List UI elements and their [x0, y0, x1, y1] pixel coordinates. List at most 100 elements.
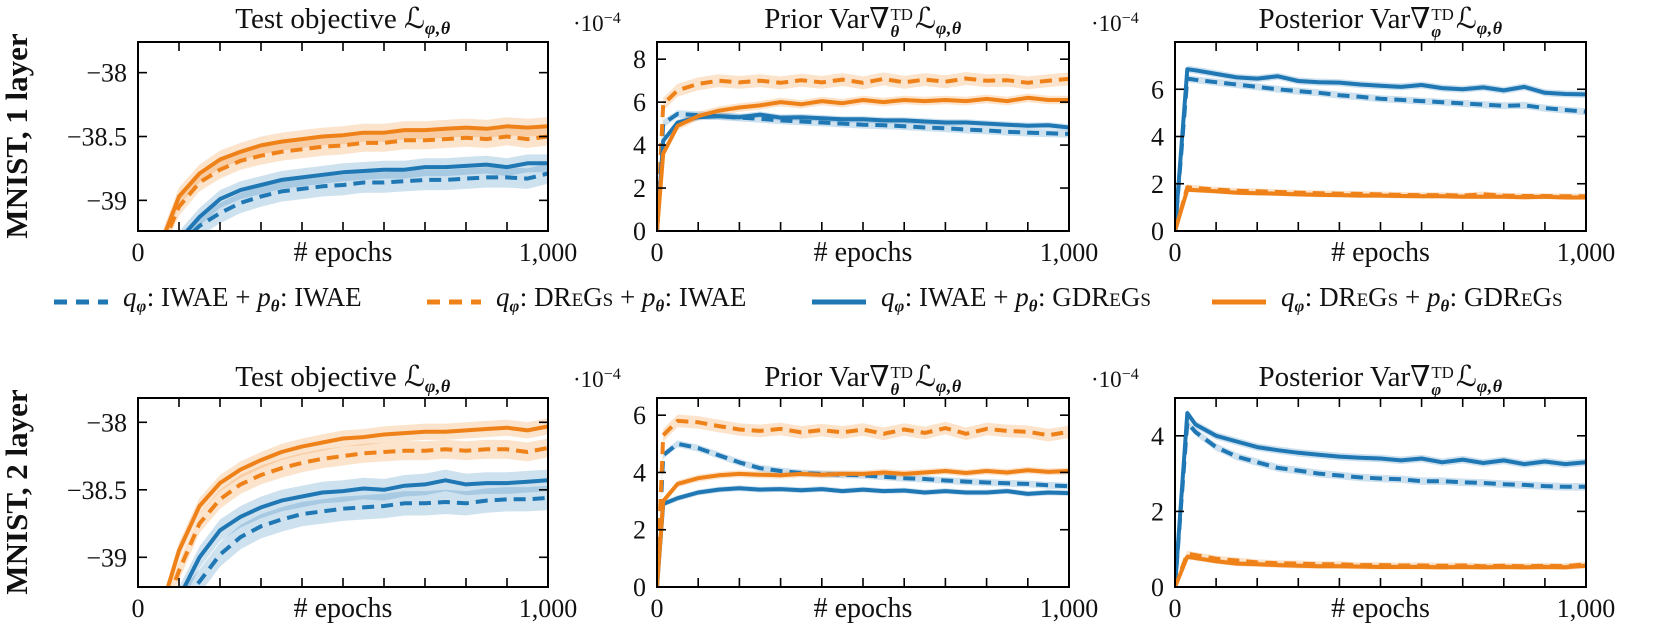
tick-label: 0	[132, 238, 145, 267]
confidence-band	[164, 127, 548, 231]
legend-entry-dregs-gdregs: qφ: DReGs + pθ: GDReGs	[1210, 282, 1563, 322]
series-line	[657, 95, 1069, 231]
tick-label: 2	[1151, 497, 1164, 526]
plot-prior-var-1layer: Prior Var∇ TD θ ℒφ,θ ·10−4 0 2 4 6 8 0 1,000 # ep…	[570, 0, 1148, 272]
plot-area	[657, 414, 1069, 587]
axis-frame	[1174, 41, 1587, 232]
series-line	[166, 134, 548, 231]
tick-label: 0	[1151, 217, 1164, 246]
legend-entry-iwae-gdregs: qφ: IWAE + pθ: GDReGs	[810, 282, 1151, 322]
tick-label: −38.5	[67, 476, 127, 505]
tick-label: −38	[86, 59, 127, 88]
axis-frame	[656, 41, 1070, 232]
plot-canvas: 0 2 4 6 8 0 1,000	[633, 41, 1099, 267]
series-line	[657, 486, 1069, 587]
plot-test-objective-2layer: Test objective ℒφ,θ −38 −38.5 −39 0 1,000 # …	[40, 358, 610, 634]
legend-line-sample	[812, 299, 866, 305]
legend: qφ: IWAE + pθ: IWAE qφ: DReGs + pθ: IWAE…	[0, 282, 1666, 322]
series-line	[1175, 76, 1586, 231]
tick-label: 0	[1169, 594, 1182, 623]
tick-label: 1,000	[519, 238, 578, 267]
confidence-band	[179, 154, 548, 231]
y-axis-exponent: ·10−4	[573, 10, 621, 37]
tick-label: 0	[651, 238, 664, 267]
series-line	[192, 495, 548, 587]
legend-label: qφ: DReGs + pθ: IWAE	[496, 282, 747, 316]
legend-label: qφ: IWAE + pθ: GDReGs	[881, 282, 1151, 316]
legend-entry-dregs-iwae: qφ: DReGs + pθ: IWAE	[425, 282, 746, 322]
plot-posterior-var-2layer: Posterior Var∇ TD φ ℒφ,θ ·10−4 0 2 4 0 1,000 # …	[1088, 358, 1666, 634]
tick-label: 4	[1151, 422, 1164, 451]
plot-canvas: −38 −38.5 −390 1,000	[67, 41, 578, 267]
confidence-band	[657, 72, 1069, 231]
plot-canvas: 0 2 4 0 1,000	[1151, 397, 1616, 623]
tick-label: 6	[633, 401, 646, 430]
tick-label: 6	[1151, 75, 1164, 104]
tick-label: 4	[633, 131, 646, 160]
tick-label: 0	[1169, 238, 1182, 267]
plot-prior-var-2layer: Prior Var∇ TD θ ℒφ,θ ·10−4 0 2 4 6 0 1,000 # epo…	[570, 358, 1148, 634]
series-line	[191, 171, 548, 231]
confidence-band	[1175, 409, 1586, 587]
series-line	[1175, 420, 1586, 587]
plot-area	[1175, 409, 1586, 587]
y-axis-exponent: ·10−4	[1091, 10, 1139, 37]
legend-line-sample	[54, 299, 108, 305]
series-line	[170, 445, 548, 587]
tick-label: −38	[86, 408, 127, 437]
series-line	[184, 161, 548, 231]
confidence-band	[657, 110, 1069, 231]
tick-label: 2	[633, 174, 646, 203]
series-line	[1175, 411, 1586, 587]
tick-label: 0	[651, 594, 664, 623]
plot-title: Test objective ℒφ,θ	[235, 361, 451, 396]
tick-label: 8	[633, 45, 646, 74]
tick-label: 2	[1151, 170, 1164, 199]
confidence-band	[657, 414, 1069, 587]
confidence-band	[1175, 65, 1586, 231]
tick-label: 1,000	[1040, 238, 1099, 267]
row-label-mnist-1-layer: MNIST, 1 layer	[0, 33, 34, 239]
series-line	[1175, 554, 1586, 587]
confidence-band	[657, 485, 1069, 587]
tick-label: 1,000	[1557, 238, 1616, 267]
confidence-band	[185, 485, 548, 587]
plot-canvas: 0 2 4 6 0 1,000	[633, 397, 1099, 623]
plot-title: Prior Var∇ TD θ ℒφ,θ	[764, 3, 962, 42]
series-line	[163, 124, 548, 231]
tick-label: 1,000	[1040, 594, 1099, 623]
plot-area	[657, 72, 1069, 231]
plot-title: Posterior Var∇ TD φ ℒφ,θ	[1258, 3, 1503, 42]
series-line	[657, 418, 1069, 587]
confidence-band	[657, 111, 1069, 231]
series-line	[657, 468, 1069, 587]
series-line	[1175, 187, 1586, 231]
legend-label: qφ: IWAE + pθ: IWAE	[123, 282, 362, 316]
legend-label: qφ: DReGs + pθ: GDReGs	[1281, 282, 1563, 316]
series-line	[1175, 67, 1586, 231]
tick-label: 1,000	[519, 594, 578, 623]
tick-label: 1,000	[1557, 594, 1616, 623]
series-line	[165, 424, 548, 587]
plot-area	[1175, 65, 1586, 231]
y-axis-exponent: ·10−4	[573, 366, 621, 393]
tick-label: 0	[1151, 573, 1164, 602]
legend-line-sample	[427, 299, 481, 305]
plot-title: Posterior Var∇ TD φ ℒφ,θ	[1258, 361, 1503, 400]
x-axis-label: # epochs	[813, 593, 913, 624]
series-line	[657, 112, 1069, 231]
plot-area	[162, 117, 548, 231]
series-line	[657, 76, 1069, 231]
tick-label: −38.5	[67, 123, 127, 152]
tick-label: 4	[1151, 123, 1164, 152]
tick-label: −39	[86, 186, 127, 215]
plot-area	[165, 418, 548, 587]
series-line	[657, 441, 1069, 587]
x-axis-label: # epochs	[813, 237, 913, 268]
y-axis-exponent: ·10−4	[1091, 366, 1139, 393]
confidence-band	[657, 440, 1069, 587]
confidence-band	[179, 469, 548, 587]
series-line	[182, 478, 548, 587]
x-axis-label: # epochs	[1331, 593, 1430, 624]
